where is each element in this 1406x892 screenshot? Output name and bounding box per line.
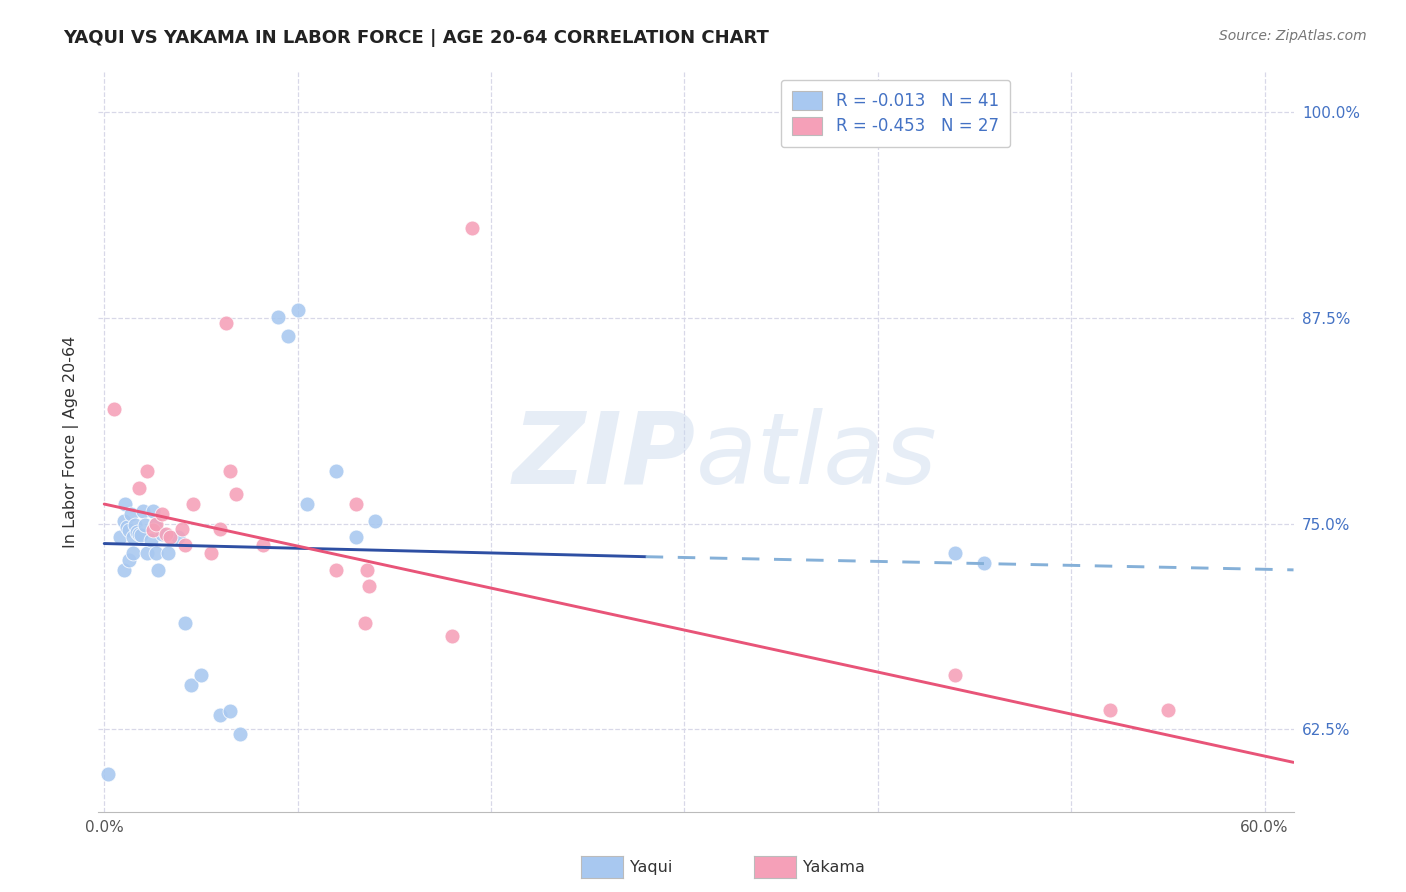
Point xyxy=(120,507,142,521)
Point xyxy=(344,530,367,544)
Point xyxy=(228,727,250,741)
Point xyxy=(359,579,381,593)
Point xyxy=(117,520,139,534)
Point xyxy=(180,678,202,692)
Point xyxy=(209,522,232,536)
Point xyxy=(181,497,204,511)
Point xyxy=(159,530,181,544)
Point xyxy=(943,668,966,682)
Point xyxy=(209,707,232,722)
Point xyxy=(356,563,378,577)
Point xyxy=(135,546,157,560)
Point xyxy=(122,546,145,560)
Point xyxy=(132,503,155,517)
Point xyxy=(128,481,150,495)
Point xyxy=(114,497,136,511)
Point xyxy=(219,464,242,478)
Point xyxy=(1098,703,1121,717)
Point xyxy=(129,528,152,542)
Point xyxy=(297,497,319,511)
Point xyxy=(124,518,146,533)
Point xyxy=(143,518,166,533)
Point xyxy=(127,524,149,539)
Point xyxy=(112,514,135,528)
Text: Yakama: Yakama xyxy=(803,860,865,874)
Point xyxy=(215,316,238,330)
Point xyxy=(1157,703,1180,717)
Point xyxy=(150,526,173,541)
Point xyxy=(103,401,125,416)
Legend: R = -0.013   N = 41, R = -0.453   N = 27: R = -0.013 N = 41, R = -0.453 N = 27 xyxy=(780,79,1011,147)
Point xyxy=(108,530,131,544)
Point xyxy=(128,526,150,541)
Point xyxy=(135,464,157,478)
Point xyxy=(112,563,135,577)
Point xyxy=(170,522,193,536)
Point xyxy=(97,767,120,781)
Point xyxy=(354,615,377,630)
Point xyxy=(148,563,170,577)
Point xyxy=(325,464,347,478)
Point xyxy=(219,704,242,718)
Text: YAQUI VS YAKAMA IN LABOR FORCE | AGE 20-64 CORRELATION CHART: YAQUI VS YAKAMA IN LABOR FORCE | AGE 20-… xyxy=(63,29,769,47)
Point xyxy=(139,533,162,548)
Y-axis label: In Labor Force | Age 20-64: In Labor Force | Age 20-64 xyxy=(63,335,79,548)
Point xyxy=(364,514,387,528)
Point xyxy=(943,546,966,560)
Point xyxy=(174,615,197,630)
Point xyxy=(325,563,347,577)
Text: atlas: atlas xyxy=(696,408,938,505)
Text: ZIP: ZIP xyxy=(513,408,696,505)
Point xyxy=(344,497,367,511)
Point xyxy=(200,546,222,560)
Point xyxy=(122,530,145,544)
Point xyxy=(460,220,482,235)
Point xyxy=(277,329,299,343)
Point xyxy=(142,524,165,538)
Point xyxy=(252,538,274,552)
Point xyxy=(157,546,180,560)
Point xyxy=(190,668,212,682)
Point xyxy=(150,507,173,521)
Point xyxy=(973,556,995,570)
Point xyxy=(118,553,141,567)
Point xyxy=(118,524,141,538)
Point xyxy=(225,487,247,501)
Point xyxy=(287,302,309,317)
Point xyxy=(441,629,464,643)
Point xyxy=(267,310,290,324)
Text: Source: ZipAtlas.com: Source: ZipAtlas.com xyxy=(1219,29,1367,44)
Point xyxy=(174,538,197,552)
Point xyxy=(155,526,177,541)
Point xyxy=(145,546,167,560)
Point xyxy=(134,518,156,533)
Point xyxy=(142,503,165,517)
Text: Yaqui: Yaqui xyxy=(630,860,672,874)
Point xyxy=(166,530,188,544)
Point xyxy=(145,516,167,531)
